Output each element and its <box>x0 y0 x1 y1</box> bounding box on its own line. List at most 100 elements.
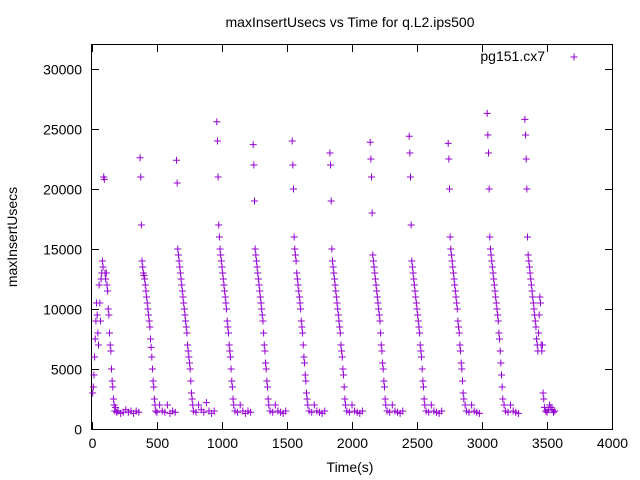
data-point <box>210 407 218 415</box>
data-point <box>335 317 343 325</box>
data-point <box>247 408 255 416</box>
data-point <box>416 329 424 337</box>
data-point <box>91 335 99 343</box>
data-point <box>332 293 340 301</box>
data-point <box>321 407 329 415</box>
data-point <box>100 175 108 183</box>
data-point <box>137 221 145 229</box>
data-point <box>527 275 535 283</box>
data-point <box>224 323 232 331</box>
data-point <box>252 257 260 265</box>
data-point <box>255 281 263 289</box>
data-point <box>214 173 222 181</box>
data-point <box>326 149 334 157</box>
data-point <box>530 305 538 313</box>
data-point <box>217 257 225 265</box>
data-point <box>236 401 244 409</box>
data-point <box>99 263 107 271</box>
data-point <box>496 347 504 355</box>
data-point <box>222 299 230 307</box>
data-point <box>291 245 299 253</box>
data-point <box>453 299 461 307</box>
data-point <box>186 365 194 373</box>
data-point <box>540 395 548 403</box>
data-point <box>494 317 502 325</box>
data-point <box>288 137 296 145</box>
data-point <box>487 251 495 259</box>
data-point <box>178 287 186 295</box>
data-point <box>336 329 344 337</box>
data-point <box>381 395 389 403</box>
data-point <box>496 335 504 343</box>
data-point <box>228 383 236 391</box>
data-point <box>136 154 144 162</box>
data-point <box>105 311 113 319</box>
data-point <box>570 53 578 61</box>
data-point <box>291 251 299 259</box>
data-point <box>299 341 307 349</box>
y-tick-label: 20000 <box>43 182 82 198</box>
data-point <box>340 383 348 391</box>
data-point <box>187 377 195 385</box>
data-point <box>419 377 427 385</box>
data-point <box>156 401 164 409</box>
data-point <box>102 275 110 283</box>
data-point <box>531 317 539 325</box>
data-point <box>418 365 426 373</box>
data-point <box>458 365 466 373</box>
data-point <box>153 408 161 416</box>
data-point <box>300 353 308 361</box>
chart-title: maxInsertUsecs vs Time for q.L2.ips500 <box>226 14 475 30</box>
data-point <box>161 408 169 416</box>
data-point <box>374 299 382 307</box>
data-point <box>226 347 234 355</box>
data-point <box>414 317 422 325</box>
data-point <box>459 389 467 397</box>
data-point <box>223 305 231 313</box>
data-point <box>220 281 228 289</box>
data-point <box>149 377 157 385</box>
data-point <box>447 245 455 253</box>
data-point <box>486 245 494 253</box>
data-point <box>414 311 422 319</box>
data-point <box>489 269 497 277</box>
data-point <box>186 359 193 367</box>
x-tick-label: 500 <box>146 435 170 451</box>
data-point <box>139 263 147 271</box>
data-point <box>89 389 97 397</box>
data-point <box>135 408 143 416</box>
data-point <box>449 263 457 271</box>
data-point <box>308 408 316 416</box>
data-point <box>327 197 335 205</box>
data-point <box>451 281 459 289</box>
data-point <box>148 365 156 373</box>
data-point <box>386 408 394 416</box>
plot-frame <box>91 44 613 430</box>
data-point <box>521 115 529 123</box>
data-point <box>295 287 303 295</box>
data-point <box>455 323 463 331</box>
data-point <box>412 299 420 307</box>
data-point <box>500 401 508 409</box>
data-point <box>148 353 156 361</box>
data-point <box>493 305 501 313</box>
data-point <box>258 305 266 313</box>
data-point <box>408 257 416 265</box>
data-point <box>187 389 195 397</box>
x-tick-label: 2000 <box>337 435 368 451</box>
data-point <box>290 185 297 193</box>
data-point <box>488 257 496 265</box>
data-point <box>454 317 462 325</box>
data-point <box>302 377 310 385</box>
data-point <box>380 377 388 385</box>
data-point <box>188 395 196 403</box>
data-point <box>369 257 377 265</box>
data-point <box>310 401 318 409</box>
data-point <box>399 407 407 415</box>
data-point <box>535 311 543 319</box>
data-point <box>108 377 116 385</box>
data-point <box>492 299 500 307</box>
data-point <box>137 173 145 181</box>
data-point <box>146 323 154 331</box>
data-point <box>225 329 232 337</box>
